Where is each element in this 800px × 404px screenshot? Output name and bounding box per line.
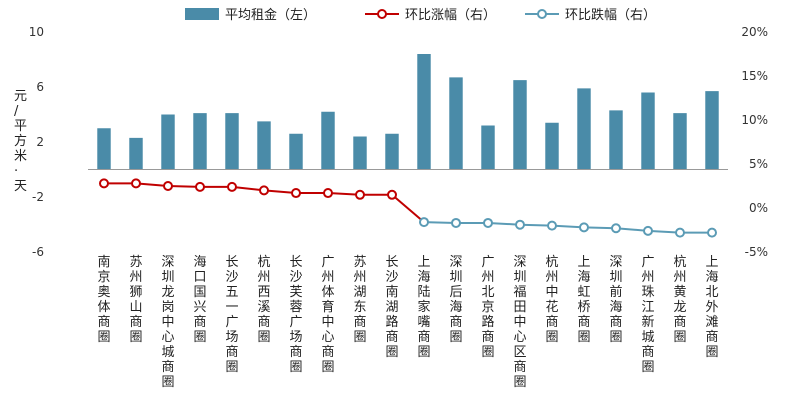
line-point <box>547 220 557 231</box>
left-tick-label: 6 <box>36 80 44 94</box>
category-label: 深圳后海商圈 <box>449 255 462 345</box>
line-point <box>259 185 269 196</box>
bar <box>225 113 239 170</box>
line-segment <box>167 185 201 188</box>
bar <box>481 125 495 170</box>
line-point <box>387 189 397 200</box>
category-label: 长沙五一广场商圈 <box>225 255 238 375</box>
line-point <box>131 178 141 189</box>
left-tick-label: 10 <box>29 25 44 39</box>
line-point <box>643 225 653 236</box>
line-point <box>355 189 365 200</box>
line-point <box>227 181 237 192</box>
line-segment <box>327 192 361 196</box>
bar <box>353 136 367 170</box>
legend-label: 平均租金（左） <box>225 7 316 23</box>
right-tick-label: 10% <box>741 113 768 127</box>
line-segment <box>487 221 521 226</box>
legend-label: 环比跌幅（右） <box>565 7 656 23</box>
left-tick-label: -2 <box>32 190 44 204</box>
left-tick-label: 2 <box>36 135 44 149</box>
line-segment <box>263 189 297 195</box>
line-segment <box>615 227 649 232</box>
line-point <box>515 219 525 230</box>
left-axis: -6 -2 2 6 10 <box>29 25 44 259</box>
line-segment <box>391 194 425 223</box>
y-axis-label: 元/平方米·天 <box>14 89 27 194</box>
line-point <box>323 188 333 199</box>
bar <box>609 110 623 170</box>
left-tick-label: -6 <box>32 245 44 259</box>
bar <box>577 88 591 170</box>
line-point <box>579 222 589 233</box>
bar <box>97 128 111 170</box>
line-segment <box>551 224 585 229</box>
y-axis-label-text: 元/平方米·天 <box>14 89 27 194</box>
line-point <box>611 223 621 234</box>
line-segment <box>519 223 553 227</box>
line-segment <box>135 182 169 187</box>
category-label: 长沙芙蓉广场商圈 <box>289 255 302 375</box>
legend-marker <box>537 9 547 19</box>
category-label: 长沙南湖路商圈 <box>385 255 398 360</box>
category-label: 广州体育中心商圈 <box>321 255 334 375</box>
line-segment <box>583 226 617 230</box>
legend-label: 环比涨幅（右） <box>405 8 496 23</box>
bar <box>641 92 655 170</box>
category-label: 海口国兴商圈 <box>193 255 206 345</box>
category-label: 上海陆家嘴商圈 <box>417 255 430 360</box>
bar <box>705 91 719 170</box>
line-series <box>99 178 717 238</box>
bar <box>417 54 431 170</box>
right-tick-label: 20% <box>741 25 768 39</box>
bar <box>513 80 527 170</box>
category-label: 广州北京路商圈 <box>481 255 494 360</box>
bar <box>193 113 207 170</box>
line-point <box>451 217 461 228</box>
legend: 平均租金（左） 环比涨幅（右） 环比跌幅（右） <box>185 7 656 23</box>
category-label: 杭州中花商圈 <box>545 255 558 345</box>
bar <box>161 114 175 170</box>
line-point <box>483 217 493 228</box>
category-label: 苏州湖东商圈 <box>353 254 366 345</box>
category-label: 苏州狮山商圈 <box>129 254 142 345</box>
category-labels: 南京奥体商圈 苏州狮山商圈 深圳龙岗中心城商圈 海口国兴商圈 长沙五一广场商圈 杭州西溪商… <box>97 254 718 390</box>
line-segment <box>647 229 681 234</box>
legend-marker <box>377 9 387 19</box>
bar <box>129 137 143 170</box>
category-label: 深圳龙岗中心城商圈 <box>161 255 174 390</box>
category-label: 南京奥体商圈 <box>97 254 110 345</box>
bar <box>449 77 463 170</box>
bar-series <box>97 54 719 170</box>
bar <box>673 113 687 170</box>
category-label: 上海北外滩商圈 <box>705 255 718 360</box>
category-label: 深圳福田中心区商圈 <box>513 255 526 390</box>
line-segment <box>231 185 265 192</box>
right-tick-label: 15% <box>741 69 768 83</box>
line-point <box>419 217 429 228</box>
bar <box>385 133 399 170</box>
category-label: 深圳前海商圈 <box>609 255 622 345</box>
right-tick-label: 0% <box>749 201 768 215</box>
right-axis: -5% 0% 5% 10% 15% 20% <box>741 25 768 259</box>
category-label: 杭州西溪商圈 <box>257 255 270 345</box>
legend-swatch <box>185 8 219 20</box>
bar <box>257 121 271 170</box>
bar <box>321 111 335 170</box>
right-tick-label: -5% <box>745 245 768 259</box>
right-tick-label: 5% <box>749 157 768 171</box>
line-point <box>99 178 109 189</box>
line-point <box>675 227 685 238</box>
line-point <box>195 181 205 192</box>
bar <box>289 133 303 170</box>
category-label: 广州珠江新城商圈 <box>641 255 654 375</box>
category-label: 上海虹桥商圈 <box>577 255 590 345</box>
line-segment <box>423 221 457 224</box>
line-point <box>163 181 173 191</box>
bar <box>545 122 559 170</box>
line-point <box>707 227 717 238</box>
line-point <box>291 188 301 199</box>
category-label: 杭州黄龙商圈 <box>673 255 686 345</box>
